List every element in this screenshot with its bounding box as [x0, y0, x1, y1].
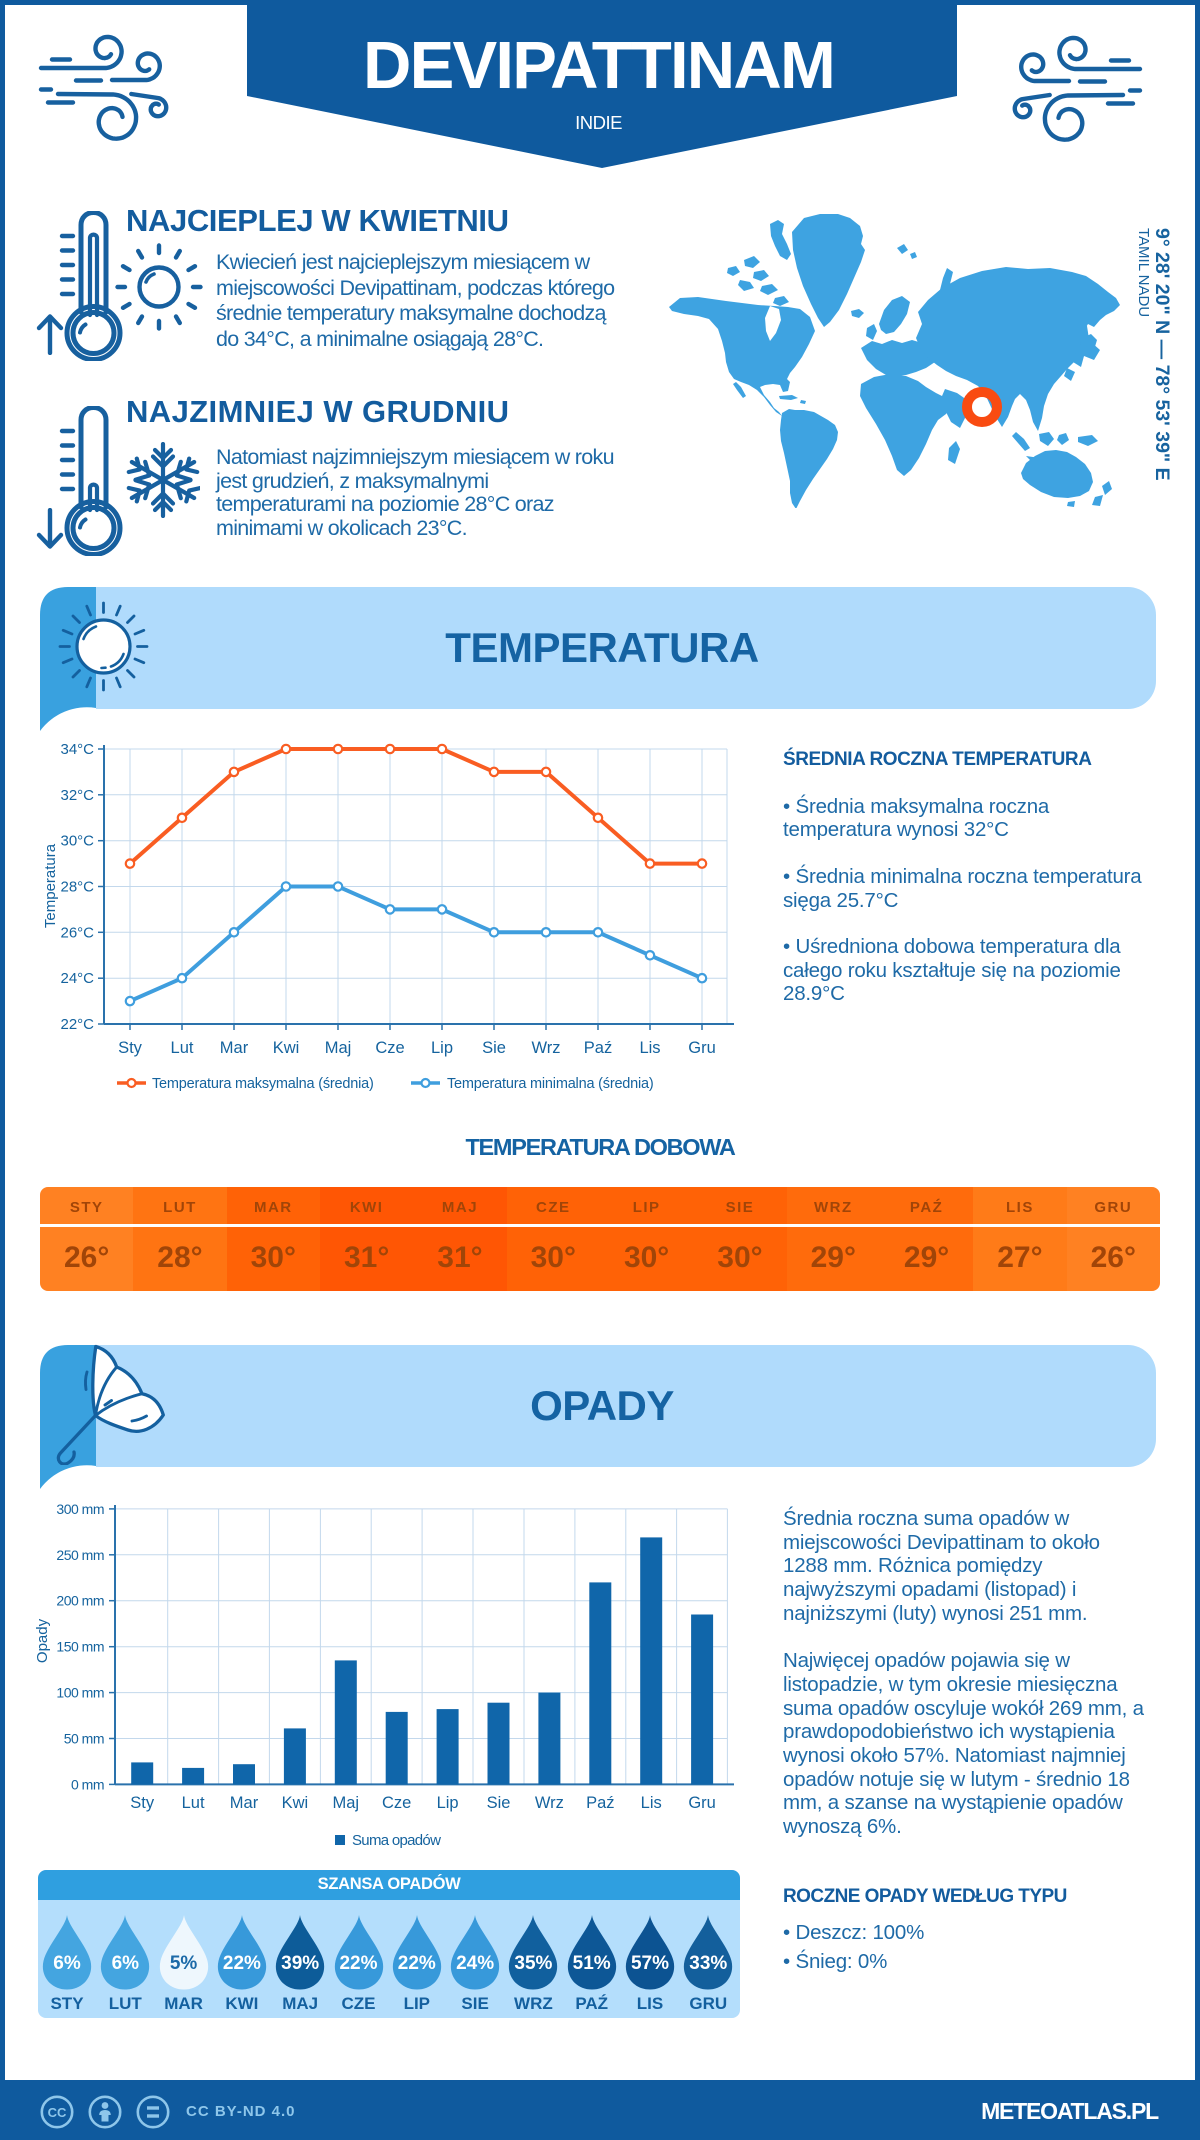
svg-text:Wrz: Wrz — [531, 1039, 560, 1057]
svg-text:Sty: Sty — [130, 1794, 155, 1812]
svg-text:Maj: Maj — [333, 1794, 360, 1812]
svg-text:Maj: Maj — [325, 1039, 352, 1057]
svg-text:Paź: Paź — [586, 1794, 614, 1812]
svg-text:Lip: Lip — [437, 1794, 459, 1812]
svg-text:Lis: Lis — [641, 1794, 662, 1812]
svg-text:150 mm: 150 mm — [56, 1639, 104, 1655]
svg-text:Temperatura minimalna (średnia: Temperatura minimalna (średnia) — [447, 1076, 654, 1092]
svg-text:22°C: 22°C — [60, 1016, 94, 1033]
svg-text:Gru: Gru — [688, 1039, 716, 1057]
svg-text:28°C: 28°C — [60, 879, 94, 896]
svg-text:300 mm: 300 mm — [56, 1501, 104, 1517]
svg-text:Sie: Sie — [487, 1794, 511, 1812]
svg-text:Lis: Lis — [639, 1039, 660, 1057]
svg-text:Opady: Opady — [34, 1618, 51, 1663]
svg-text:Kwi: Kwi — [273, 1039, 300, 1057]
svg-text:26°C: 26°C — [60, 924, 94, 941]
svg-text:Lip: Lip — [431, 1039, 453, 1057]
svg-text:24°C: 24°C — [60, 970, 94, 987]
svg-text:Suma opadów: Suma opadów — [352, 1832, 441, 1849]
svg-text:34°C: 34°C — [60, 741, 94, 758]
svg-text:100 mm: 100 mm — [56, 1685, 104, 1701]
svg-text:50 mm: 50 mm — [64, 1731, 104, 1747]
svg-text:Sie: Sie — [482, 1039, 506, 1057]
svg-text:Lut: Lut — [171, 1039, 194, 1057]
svg-text:Wrz: Wrz — [535, 1794, 564, 1812]
svg-text:30°C: 30°C — [60, 833, 94, 850]
svg-text:Gru: Gru — [688, 1794, 716, 1812]
svg-text:CC: CC — [48, 2105, 67, 2120]
svg-text:250 mm: 250 mm — [56, 1547, 104, 1563]
svg-text:Mar: Mar — [220, 1039, 249, 1057]
svg-text:Mar: Mar — [230, 1794, 259, 1812]
svg-text:200 mm: 200 mm — [56, 1593, 104, 1609]
svg-text:32°C: 32°C — [60, 787, 94, 804]
svg-text:Cze: Cze — [375, 1039, 404, 1057]
svg-text:Temperatura maksymalna (średni: Temperatura maksymalna (średnia) — [152, 1076, 374, 1092]
svg-text:Sty: Sty — [118, 1039, 143, 1057]
svg-text:Temperatura: Temperatura — [42, 843, 59, 928]
svg-text:Lut: Lut — [182, 1794, 205, 1812]
svg-text:Kwi: Kwi — [282, 1794, 309, 1812]
svg-text:Cze: Cze — [382, 1794, 411, 1812]
svg-text:0 mm: 0 mm — [71, 1776, 104, 1792]
svg-text:Paź: Paź — [584, 1039, 612, 1057]
